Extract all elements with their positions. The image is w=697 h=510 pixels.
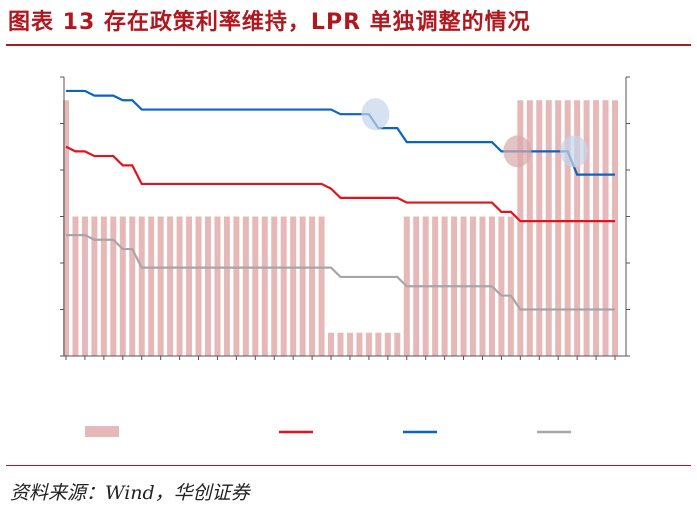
bar-lpr1y-mlf (138, 216, 145, 356)
bar-lpr1y-mlf (564, 100, 571, 356)
bar-lpr1y-mlf (583, 100, 590, 356)
bar-lpr1y-mlf (384, 332, 391, 356)
bar-lpr1y-mlf (63, 100, 69, 356)
line-mlf-1y (66, 234, 615, 311)
bar-lpr1y-mlf (280, 216, 287, 356)
bar-lpr1y-mlf (100, 216, 107, 356)
footer-divider (6, 465, 691, 466)
bar-lpr1y-mlf (81, 216, 88, 356)
title-divider (6, 44, 691, 46)
bar-lpr1y-mlf (91, 216, 98, 356)
bar-lpr1y-mlf (195, 216, 202, 356)
source-note: 资料来源：Wind，华创证券 (10, 482, 250, 504)
bar-lpr1y-mlf (242, 216, 249, 356)
legend-swatch-bar (85, 426, 119, 437)
bar-lpr1y-mlf (214, 216, 221, 356)
chart (60, 76, 630, 437)
line-lpr-1y (65, 145, 615, 223)
bar-lpr1y-mlf (204, 216, 211, 356)
bar-lpr1y-mlf (119, 216, 126, 356)
highlight-circle (560, 135, 589, 168)
bar-lpr1y-mlf (148, 216, 155, 356)
bar-lpr1y-mlf (252, 216, 259, 356)
bar-lpr1y-mlf (346, 332, 353, 356)
bar-lpr1y-mlf (517, 100, 524, 356)
bar-lpr1y-mlf (176, 216, 183, 356)
bar-lpr1y-mlf (356, 332, 363, 356)
bar-lpr1y-mlf (110, 216, 117, 356)
bar-lpr1y-mlf (394, 332, 401, 356)
bar-lpr1y-mlf (299, 216, 306, 356)
bar-lpr1y-mlf (375, 332, 382, 356)
bar-lpr1y-mlf (545, 100, 552, 356)
bar-lpr1y-mlf (72, 216, 79, 356)
bar-lpr1y-mlf (526, 100, 533, 356)
bar-lpr1y-mlf (365, 332, 372, 356)
bar-lpr1y-mlf (536, 100, 543, 356)
bar-lpr1y-mlf (612, 100, 618, 356)
bar-lpr1y-mlf (271, 216, 278, 356)
bar-lpr1y-mlf (290, 216, 297, 356)
bar-lpr1y-mlf (555, 100, 562, 356)
figure-title: 图表 13 存在政策利率维持，LPR 单独调整的情况 (8, 10, 531, 35)
bar-lpr1y-mlf (593, 100, 600, 356)
bar-lpr1y-mlf (602, 100, 609, 356)
bar-lpr1y-mlf (233, 216, 240, 356)
highlight-circle (361, 98, 390, 131)
bar-lpr1y-mlf (498, 216, 505, 356)
highlight-circle (503, 135, 532, 168)
bar-lpr1y-mlf (167, 216, 174, 356)
bar-lpr1y-mlf (574, 100, 581, 356)
bar-lpr1y-mlf (186, 216, 193, 356)
bar-lpr1y-mlf (261, 216, 268, 356)
bar-lpr1y-mlf (328, 332, 335, 356)
bar-lpr1y-mlf (129, 216, 136, 356)
bar-lpr1y-mlf (157, 216, 164, 356)
bar-lpr1y-mlf (318, 216, 325, 356)
bar-lpr1y-mlf (309, 216, 316, 356)
bar-lpr1y-mlf (507, 216, 514, 356)
bar-lpr1y-mlf (223, 216, 230, 356)
bar-lpr1y-mlf (337, 332, 344, 356)
